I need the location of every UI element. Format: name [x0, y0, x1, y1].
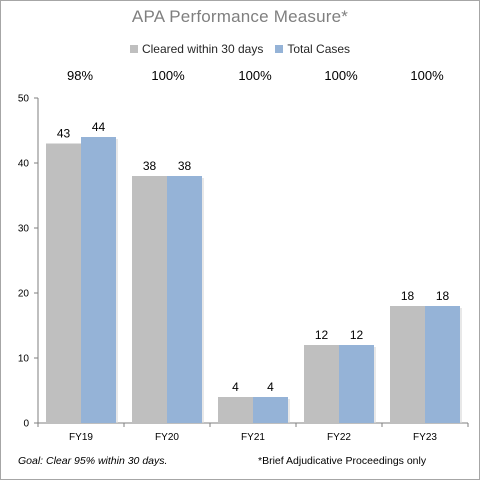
percent-label: 100% [151, 68, 185, 83]
y-tick-label: 0 [23, 419, 29, 430]
bar [253, 397, 288, 423]
data-label: 44 [92, 120, 106, 134]
percent-label: 100% [238, 68, 272, 83]
legend-swatch-cleared [129, 45, 138, 53]
data-label: 4 [267, 380, 274, 394]
data-label: 38 [178, 159, 192, 173]
percent-label: 100% [410, 68, 444, 83]
data-label: 4 [232, 380, 239, 394]
legend-swatch-total [275, 45, 284, 53]
y-tick-label: 50 [18, 94, 30, 105]
x-tick-label: FY20 [155, 432, 179, 443]
chart-legend: Cleared within 30 days Total Cases [0, 42, 480, 56]
x-tick-label: FY21 [241, 432, 265, 443]
data-label: 12 [315, 328, 329, 342]
bar [81, 137, 116, 423]
legend-item-total: Total Cases [275, 42, 350, 56]
legend-label-cleared: Cleared within 30 days [141, 42, 264, 56]
percent-label: 98% [66, 68, 94, 83]
goal-footnote: Goal: Clear 95% within 30 days. [18, 455, 168, 467]
bar [390, 306, 425, 423]
legend-label-total: Total Cases [287, 42, 351, 56]
x-tick-label: FY22 [327, 432, 351, 443]
data-label: 38 [143, 159, 157, 173]
bar [46, 143, 81, 423]
percent-label: 100% [324, 68, 358, 83]
bar [304, 345, 339, 423]
bar [339, 345, 374, 423]
bar [132, 176, 167, 423]
bar [218, 397, 253, 423]
y-tick-label: 40 [18, 159, 30, 170]
data-label: 43 [57, 127, 71, 141]
x-tick-label: FY19 [69, 432, 93, 443]
data-label: 12 [350, 328, 364, 342]
bar [425, 306, 460, 423]
legend-item-cleared: Cleared within 30 days [129, 42, 264, 56]
x-tick-label: FY23 [413, 432, 437, 443]
bar [167, 176, 202, 423]
data-label: 18 [401, 289, 415, 303]
data-label: 18 [436, 289, 450, 303]
chart-title: APA Performance Measure* [131, 7, 349, 26]
y-tick-label: 30 [18, 224, 30, 235]
y-tick-label: 10 [18, 354, 30, 365]
scope-footnote: *Brief Adjudicative Proceedings only [258, 455, 427, 467]
y-tick-label: 20 [18, 289, 30, 300]
